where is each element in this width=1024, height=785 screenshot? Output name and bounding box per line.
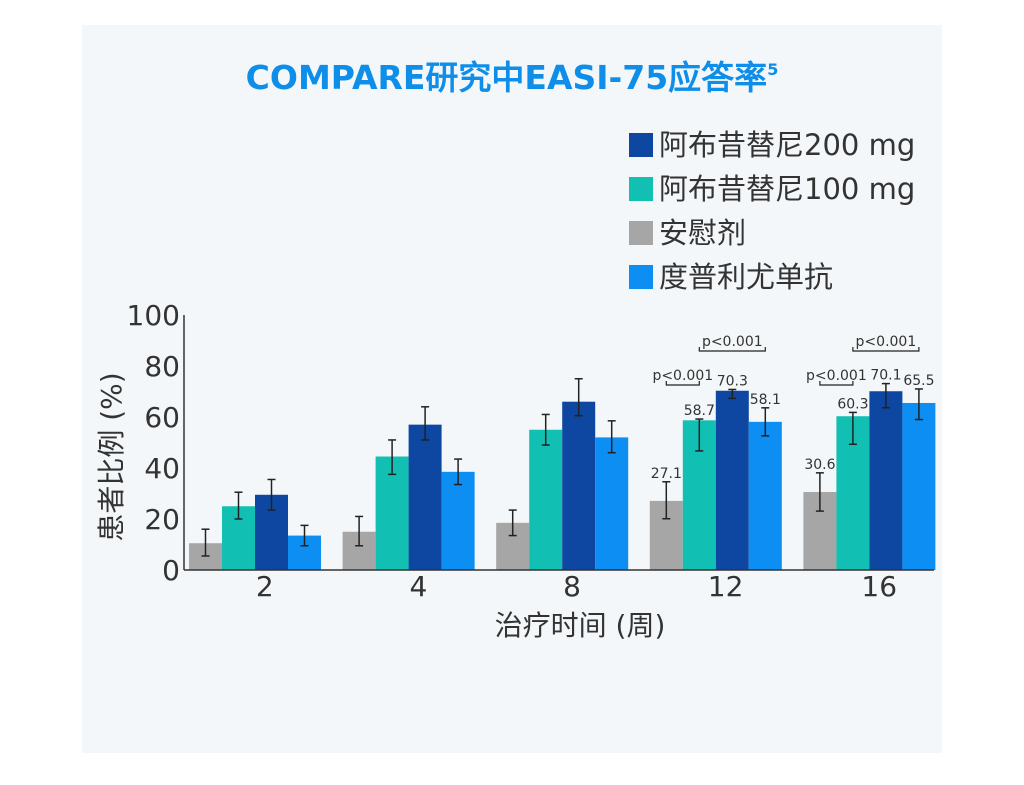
legend-label: 阿布昔替尼100 mg: [659, 172, 915, 206]
p-value-label: p<0.001: [856, 334, 917, 350]
y-tick-label: 60: [144, 401, 180, 434]
bar: [562, 401, 596, 570]
y-tick-label: 40: [144, 452, 180, 485]
data-label: 70.1: [870, 368, 901, 384]
data-label: 58.7: [684, 403, 715, 419]
x-axis: 2 4 8 12 16: [184, 569, 934, 603]
legend-label: 安慰剂: [659, 216, 746, 250]
significance-bracket: [665, 381, 700, 386]
significance-bracket: [698, 347, 766, 352]
bar: [869, 391, 903, 570]
bars: 27.1 58.770.358.1 30.6 60.370.1 65.5: [189, 368, 936, 570]
y-tick-label: 100: [127, 299, 180, 332]
y-tick-label: 0: [162, 554, 180, 587]
data-label: 65.5: [903, 373, 934, 389]
annotations: p<0.001 p<0.001 p<0.001 p<0.001: [652, 334, 920, 386]
legend-swatch: [629, 177, 653, 201]
data-label: 70.3: [717, 373, 748, 389]
legend-swatch: [629, 221, 653, 245]
x-tick-label: 12: [708, 570, 744, 603]
bar: [529, 429, 563, 570]
x-axis-title: 治疗时间 (周): [495, 609, 666, 642]
x-tick-label: 4: [409, 570, 427, 603]
bar: [595, 437, 629, 570]
chart-svg: COMPARE研究中EASI-75应答率5 阿布昔替尼200 mg 阿布昔替尼10…: [95, 58, 936, 642]
bar: [441, 471, 475, 570]
legend-swatch: [629, 133, 653, 157]
y-tick-label: 80: [144, 350, 180, 383]
bar: [715, 390, 749, 570]
legend-label: 度普利尤单抗: [659, 260, 833, 294]
bar: [375, 456, 409, 570]
significance-bracket: [852, 347, 920, 352]
bar: [902, 402, 936, 570]
bar: [748, 421, 782, 570]
chart-title: COMPARE研究中EASI-75应答率5: [246, 58, 779, 97]
x-tick-label: 16: [861, 570, 897, 603]
data-label: 30.6: [804, 457, 835, 473]
significance-bracket: [819, 381, 854, 386]
p-value-label: p<0.001: [652, 368, 713, 384]
p-value-label: p<0.001: [806, 368, 867, 384]
y-axis: 0 20 40 60 80 100: [127, 299, 185, 587]
data-label: 60.3: [837, 396, 868, 412]
legend-swatch: [629, 265, 653, 289]
legend-label: 阿布昔替尼200 mg: [659, 128, 915, 162]
data-label: 27.1: [651, 466, 682, 482]
y-tick-label: 20: [144, 503, 180, 536]
chart-panel: COMPARE研究中EASI-75应答率5 阿布昔替尼200 mg 阿布昔替尼10…: [82, 25, 942, 753]
p-value-label: p<0.001: [702, 334, 763, 350]
bar: [408, 424, 442, 570]
y-axis-title: 患者比例 (%): [95, 372, 128, 541]
x-tick-label: 2: [256, 570, 274, 603]
x-tick-label: 8: [563, 570, 581, 603]
data-label: 58.1: [750, 392, 781, 408]
